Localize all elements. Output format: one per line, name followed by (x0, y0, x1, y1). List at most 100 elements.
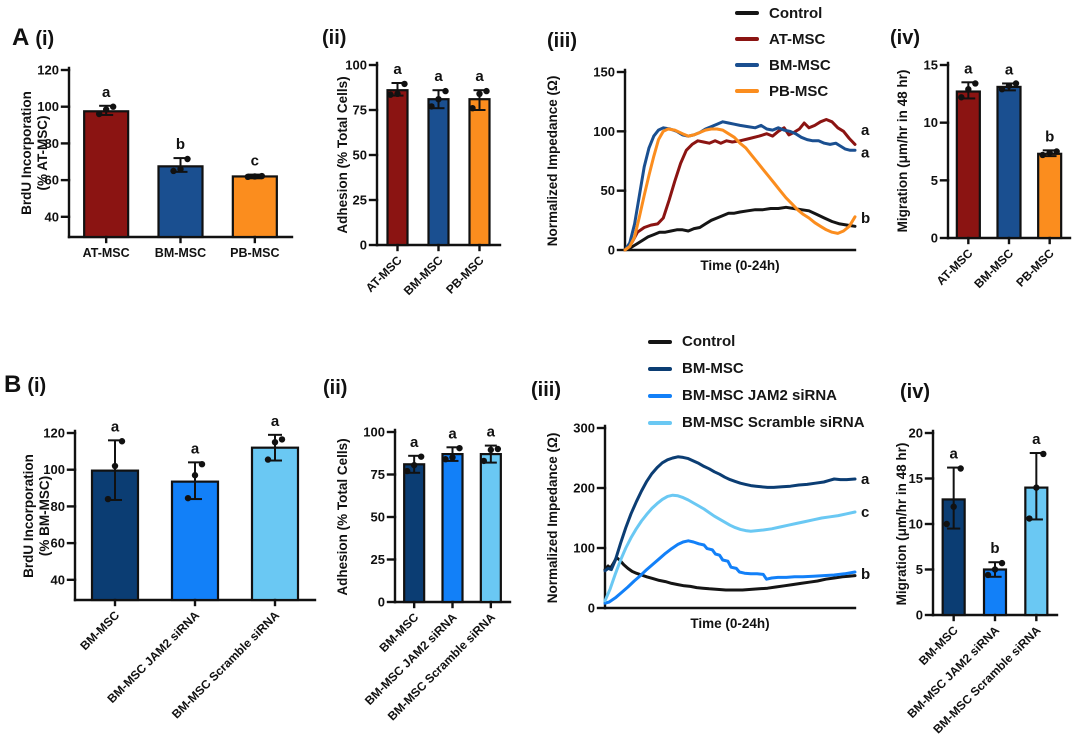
svg-text:a: a (448, 425, 457, 442)
legend-label: BM-MSC JAM2 siRNA (682, 387, 838, 404)
panel-b-sub-ii: (ii) (323, 377, 348, 399)
svg-text:Adhesion (% Total Cells): Adhesion (% Total Cells) (335, 76, 350, 233)
svg-text:BM-MSC: BM-MSC (155, 246, 206, 260)
bar-AT-MSC (955, 90, 981, 240)
data-point (442, 456, 449, 463)
data-point (1033, 484, 1040, 491)
data-point (998, 559, 1006, 567)
data-point (191, 472, 199, 479)
svg-text:0: 0 (608, 243, 615, 258)
panel-a-sub-ii: (ii) (322, 27, 347, 49)
svg-text:5: 5 (916, 562, 923, 577)
svg-text:a: a (393, 61, 402, 78)
svg-text:80: 80 (45, 136, 59, 151)
data-point (258, 172, 266, 180)
bar-BM-MSC (427, 98, 450, 247)
svg-text:BrdU Incorporation: BrdU Incorporation (21, 454, 36, 578)
svg-text:60: 60 (51, 536, 65, 551)
legend-swatch-icon (735, 11, 759, 15)
chart-adhesion-a: 0 25 50 75 100 Adhesion (% Total Cells) a AT-MS… (330, 55, 515, 325)
svg-text:Time (0-24h): Time (0-24h) (690, 616, 769, 631)
data-point (1005, 82, 1013, 89)
legend-item-BM-MSC JAM2 siRNA: BM-MSC JAM2 siRNA (648, 382, 865, 409)
legend-swatch-icon (735, 37, 759, 41)
series-Control (623, 205, 857, 252)
data-point (111, 462, 119, 470)
legend-item-PB-MSC: PB-MSC (735, 78, 831, 104)
legend-item-AT-MSC: AT-MSC (735, 26, 831, 52)
svg-text:0: 0 (588, 601, 595, 616)
bar-PB-MSC (231, 175, 278, 239)
svg-text:a: a (111, 418, 120, 435)
data-point (109, 103, 117, 110)
svg-text:PB-MSC: PB-MSC (230, 246, 279, 260)
data-point (435, 96, 442, 103)
data-point (984, 571, 992, 579)
data-point (965, 86, 972, 93)
data-point (943, 520, 950, 528)
svg-text:25: 25 (371, 552, 385, 567)
svg-text:Time (0-24h): Time (0-24h) (700, 258, 779, 273)
data-point (170, 167, 177, 175)
svg-text:a: a (487, 424, 496, 441)
chart-migration-a: 0 5 10 15 Migration (μm/hr in 48 hr) a AT-MSC a… (893, 55, 1080, 325)
data-point (442, 87, 449, 95)
svg-text:a: a (861, 122, 870, 139)
chart-migration-b: 0 5 10 15 20 Migration (μm/hr in 48 hr) a BM-MS… (893, 415, 1080, 755)
legend-swatch-icon (648, 339, 672, 344)
bar-AT-MSC (83, 110, 130, 239)
data-point (487, 446, 495, 454)
chart-adhesion-b: 0 25 50 75 100 Adhesion (% Total Cells) a BM-MS… (330, 415, 515, 755)
svg-text:b: b (1045, 128, 1054, 145)
legend-label: BM-MSC (769, 56, 831, 74)
svg-text:120: 120 (37, 63, 59, 78)
data-point (104, 495, 112, 503)
svg-text:a: a (191, 440, 200, 457)
svg-text:50: 50 (601, 183, 615, 198)
svg-text:75: 75 (371, 467, 385, 482)
legend-label: PB-MSC (769, 82, 829, 100)
legend-item-BM-MSC Scramble siRNA: BM-MSC Scramble siRNA (648, 409, 865, 436)
svg-text:PB-MSC: PB-MSC (1013, 246, 1057, 290)
svg-text:10: 10 (909, 517, 923, 532)
svg-text:AT-MSC: AT-MSC (363, 253, 405, 295)
svg-text:10: 10 (924, 115, 938, 130)
legend-swatch-icon (648, 420, 672, 425)
chart-brdu-incorporation-b: 40 60 80 100 120 BrdU Incorporation (% BM-MSC)… (15, 413, 335, 755)
svg-text:(% AT-MSC): (% AT-MSC) (35, 116, 50, 191)
data-point (950, 503, 957, 510)
svg-text:0: 0 (360, 238, 367, 253)
svg-text:Normalized Impedance (Ω): Normalized Impedance (Ω) (545, 76, 560, 247)
data-point (244, 173, 252, 181)
data-point (401, 80, 408, 88)
svg-text:15: 15 (909, 471, 923, 486)
legend-label: Control (682, 333, 736, 350)
svg-text:a: a (102, 84, 111, 101)
svg-text:BM-MSC: BM-MSC (77, 608, 122, 653)
legend-label: BM-MSC Scramble siRNA (682, 414, 865, 431)
svg-text:b: b (176, 136, 185, 153)
series-BM-MSC JAM2 siRNA (603, 539, 857, 605)
svg-text:a: a (861, 471, 870, 488)
plot-a_iv: 0 5 10 15 Migration (μm/hr in 48 hr) a AT-MSC a… (895, 58, 1072, 291)
svg-text:100: 100 (43, 462, 65, 477)
plot-a_ii: 0 25 50 75 100 Adhesion (% Total Cells) a AT-MS… (335, 58, 502, 298)
series-BM-MSC Scramble siRNA (603, 493, 857, 603)
chart-impedance-b: 0 100 200 300 Normalized Impedance (Ω) a c b Tim… (545, 330, 880, 645)
plot-a_iii: 0 50 100 150 Normalized Impedance (Ω) aa b Time… (545, 65, 870, 274)
svg-text:BrdU Incorporation: BrdU Incorporation (19, 91, 34, 215)
bar-BM-MSC JAM2 siRNA (441, 452, 464, 604)
legend-impedance-b: Control BM-MSC BM-MSC JAM2 siRNA BM-MSC Scr… (648, 328, 865, 436)
data-point (1039, 151, 1046, 159)
svg-text:100: 100 (345, 58, 367, 73)
svg-text:300: 300 (573, 421, 595, 436)
svg-text:BM-MSC: BM-MSC (971, 246, 1016, 291)
data-point (394, 90, 401, 97)
data-point (957, 465, 964, 472)
svg-text:a: a (434, 68, 443, 85)
svg-text:c: c (251, 153, 259, 170)
